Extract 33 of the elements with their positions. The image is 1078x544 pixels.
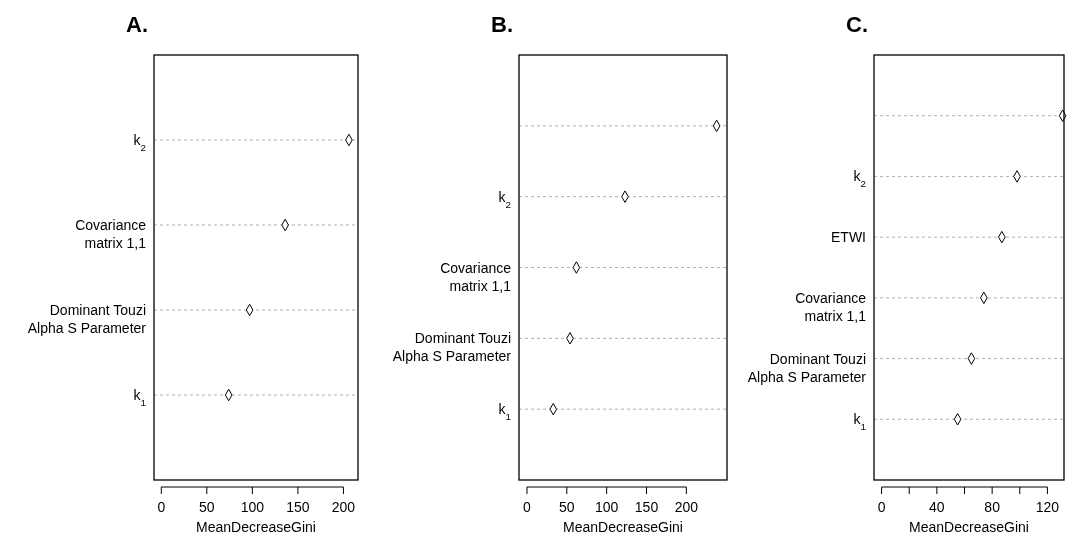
x-tick-label: 100: [594, 499, 619, 515]
x-tick-label: 200: [331, 499, 356, 515]
x-tick-label: 200: [674, 499, 699, 515]
chart-title: A.: [126, 12, 148, 37]
y-tick-label: Covariance matrix 1,1: [795, 289, 867, 324]
x-tick-label: 150: [286, 499, 310, 515]
y-tick-label: k$_{1}$: [498, 401, 511, 422]
x-tick-label: 40: [929, 499, 945, 515]
y-tick-label: ETWI: [831, 229, 866, 246]
y-tick-label: Dominant Touzi Alpha S Parameter: [392, 330, 512, 365]
x-axis-title: MeanDecreaseGini: [909, 519, 1029, 535]
y-tick-label: Dominant Touzi Alpha S Parameter: [747, 350, 867, 385]
x-tick-label: 0: [877, 499, 886, 515]
y-tick-label: k$_{2}$: [133, 132, 146, 153]
y-tick-label: k$_{2}$: [853, 168, 866, 189]
x-axis-title: MeanDecreaseGini: [196, 519, 316, 535]
y-tick-label: k$_{1}$: [853, 411, 866, 432]
chart-title: C.: [846, 12, 868, 37]
x-tick-label: 0: [523, 499, 532, 515]
x-tick-label: 0: [157, 499, 166, 515]
x-tick-label: 50: [199, 499, 215, 515]
chart-title: B.: [491, 12, 513, 37]
x-axis-title: MeanDecreaseGini: [563, 519, 683, 535]
y-tick-label: k$_{2}$: [498, 188, 511, 210]
y-tick-label: k$_{1}$: [133, 387, 146, 408]
y-tick-label: Dominant Touzi Alpha S Parameter: [27, 302, 147, 336]
x-tick-label: 100: [240, 499, 265, 515]
x-tick-label: 50: [559, 499, 575, 515]
y-tick-label: Covariance matrix 1,1: [75, 217, 147, 251]
x-tick-label: 150: [634, 499, 659, 515]
x-tick-label: 80: [984, 499, 1001, 515]
x-tick-label: 120: [1035, 499, 1060, 515]
y-tick-label: Covariance matrix 1,1: [440, 259, 512, 294]
